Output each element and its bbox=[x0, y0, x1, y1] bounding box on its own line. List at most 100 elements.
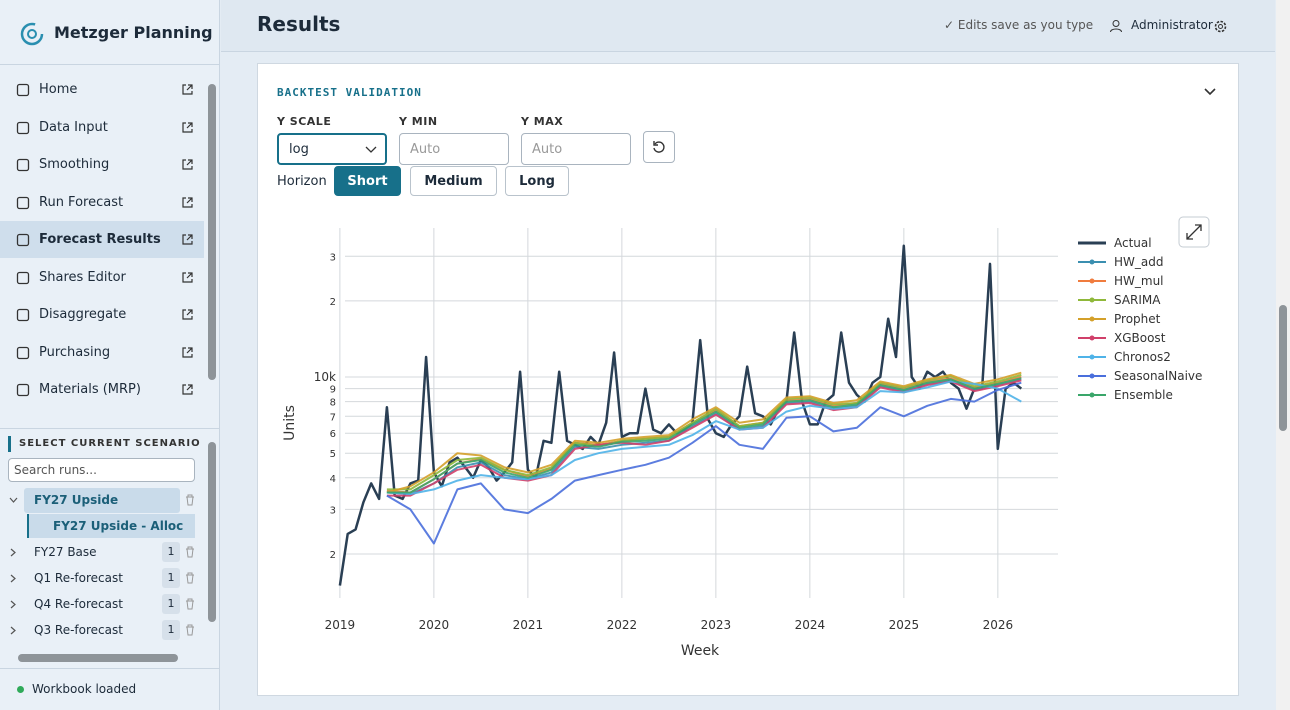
nav-item[interactable]: Purchasing bbox=[0, 334, 204, 371]
run-count: 1 bbox=[162, 594, 180, 614]
legend-marker bbox=[1089, 354, 1095, 360]
run-count: 1 bbox=[162, 568, 180, 588]
series-line bbox=[386, 371, 1022, 494]
run-child-name: FY27 Upside - Alloc bbox=[53, 519, 184, 533]
status-text: Workbook loaded bbox=[32, 682, 137, 696]
nav-label: Data Input bbox=[39, 119, 108, 135]
legend-label: Prophet bbox=[1114, 312, 1161, 326]
x-tick-label: 2026 bbox=[983, 618, 1014, 632]
nav-item[interactable]: Shares Editor bbox=[0, 259, 204, 296]
series-line bbox=[386, 381, 1022, 545]
user-icon bbox=[1110, 20, 1122, 33]
legend-label: Ensemble bbox=[1114, 388, 1173, 402]
nav-item[interactable]: Home bbox=[0, 71, 204, 108]
logo bbox=[20, 22, 44, 46]
run-name: FY27 Upside bbox=[34, 493, 119, 507]
series-line bbox=[386, 380, 1022, 495]
legend-label: SARIMA bbox=[1114, 293, 1161, 307]
save-note: ✓ Edits save as you type bbox=[944, 18, 1094, 32]
nav-label: Forecast Results bbox=[39, 232, 161, 247]
run-child[interactable]: FY27 Upside - Alloc bbox=[27, 514, 195, 538]
collapse-icon[interactable] bbox=[1203, 87, 1217, 97]
legend-marker bbox=[1089, 278, 1095, 284]
legend-label: XGBoost bbox=[1114, 331, 1166, 345]
h-scrollbar bbox=[18, 654, 178, 662]
page-scrollbar bbox=[1276, 0, 1290, 710]
run-row[interactable]: Q3 Re-forecast 1 bbox=[0, 618, 205, 642]
x-tick-label: 2024 bbox=[795, 618, 826, 632]
reset-button[interactable] bbox=[643, 131, 675, 163]
nav-scrollbar bbox=[207, 68, 217, 424]
run-count: 1 bbox=[162, 620, 180, 640]
y-axis-title: Units bbox=[282, 405, 298, 441]
legend-marker bbox=[1089, 335, 1095, 341]
nav-item[interactable]: Smoothing bbox=[0, 146, 204, 183]
nav-label: Run Forecast bbox=[39, 194, 124, 210]
run-row[interactable]: Q4 Re-forecast 1 bbox=[0, 592, 205, 616]
header bbox=[221, 0, 1275, 52]
settings-icon[interactable] bbox=[1213, 19, 1228, 34]
nav-item[interactable]: Forecast Results bbox=[0, 221, 204, 258]
scenario-title: SELECT CURRENT SCENARIO bbox=[19, 438, 201, 449]
legend-marker bbox=[1089, 373, 1095, 379]
horizon-button[interactable]: Long bbox=[505, 166, 569, 196]
y-min-label: Y MIN bbox=[399, 115, 438, 128]
y-tick-label: 9 bbox=[330, 385, 336, 396]
sidebar: Metzger Planning Home Data Input Smoothing… bbox=[0, 0, 220, 710]
page-title: Results bbox=[257, 12, 341, 36]
nav-item[interactable]: Run Forecast bbox=[0, 184, 204, 221]
divider bbox=[0, 428, 220, 429]
accent bbox=[8, 436, 11, 452]
series-line bbox=[386, 377, 1022, 494]
brand: Metzger Planning bbox=[54, 23, 213, 42]
nav-label: Smoothing bbox=[39, 157, 110, 172]
card-title: BACKTEST VALIDATION bbox=[277, 86, 422, 99]
legend-marker bbox=[1089, 316, 1095, 322]
x-tick-label: 2021 bbox=[513, 618, 544, 632]
user-name[interactable]: Administrator bbox=[1131, 18, 1213, 32]
y-tick-label: 6 bbox=[330, 429, 336, 440]
y-scale-select[interactable]: log bbox=[277, 133, 387, 165]
expand-icon bbox=[1186, 224, 1202, 240]
series-line bbox=[386, 373, 1022, 491]
x-tick-label: 2020 bbox=[419, 618, 450, 632]
series-line bbox=[386, 379, 1022, 497]
legend-label: HW_mul bbox=[1114, 274, 1164, 288]
horizon-button[interactable]: Short bbox=[334, 166, 401, 196]
y-tick-label: 4 bbox=[330, 474, 336, 485]
run-count: 1 bbox=[162, 542, 180, 562]
nav-item[interactable]: Materials (MRP) bbox=[0, 371, 204, 408]
run-row[interactable]: FY27 Upside bbox=[0, 488, 205, 513]
nav-label: Purchasing bbox=[39, 344, 111, 360]
nav-item[interactable]: Disaggregate bbox=[0, 296, 204, 333]
legend-marker bbox=[1089, 259, 1095, 265]
y-min-input[interactable]: Auto bbox=[399, 133, 509, 165]
y-tick-label: 3 bbox=[330, 505, 336, 516]
run-row[interactable]: FY27 Base 1 bbox=[0, 540, 205, 564]
series-line bbox=[338, 244, 1023, 586]
legend-marker bbox=[1089, 297, 1095, 303]
search-box[interactable]: Search runs... bbox=[8, 458, 195, 482]
nav-label: Shares Editor bbox=[39, 269, 126, 285]
y-tick-label: 10k bbox=[314, 370, 336, 384]
x-tick-label: 2019 bbox=[325, 618, 356, 632]
legend-label: Chronos2 bbox=[1114, 350, 1171, 364]
horizon-button[interactable]: Medium bbox=[410, 166, 497, 196]
x-tick-label: 2022 bbox=[607, 618, 638, 632]
run-name: Q4 Re-forecast bbox=[34, 597, 123, 611]
y-tick-label: 7 bbox=[330, 412, 336, 423]
y-scale-label: Y SCALE bbox=[277, 115, 332, 128]
legend-label: SeasonalNaive bbox=[1114, 369, 1202, 383]
y-tick-label: 2 bbox=[330, 550, 336, 561]
status-bar: Workbook loaded bbox=[0, 668, 220, 710]
y-tick-label: 8 bbox=[330, 398, 336, 409]
horizon-label: Horizon bbox=[277, 174, 327, 189]
y-tick-label: 3 bbox=[330, 252, 336, 263]
x-tick-label: 2025 bbox=[889, 618, 920, 632]
run-row[interactable]: Q1 Re-forecast 1 bbox=[0, 566, 205, 590]
y-tick-label: 2 bbox=[330, 297, 336, 308]
nav-item[interactable]: Data Input bbox=[0, 109, 204, 146]
y-max-input[interactable]: Auto bbox=[521, 133, 631, 165]
